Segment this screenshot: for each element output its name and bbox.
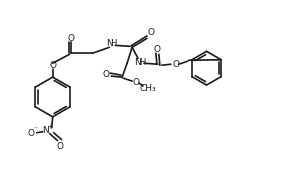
Text: N: N xyxy=(106,39,113,48)
Text: H: H xyxy=(110,39,116,48)
Text: O: O xyxy=(49,61,56,70)
Text: O: O xyxy=(103,70,110,79)
Text: CH₃: CH₃ xyxy=(140,84,156,92)
Text: ⁻: ⁻ xyxy=(34,124,38,133)
Text: N: N xyxy=(42,126,49,135)
Text: O: O xyxy=(67,34,74,43)
Text: H: H xyxy=(139,58,145,67)
Text: O: O xyxy=(56,142,63,151)
Text: O: O xyxy=(172,60,179,69)
Text: O: O xyxy=(153,45,160,54)
Text: N: N xyxy=(134,58,140,67)
Text: O: O xyxy=(133,78,139,87)
Text: +: + xyxy=(47,124,53,130)
Text: O: O xyxy=(27,129,34,138)
Text: O: O xyxy=(147,28,154,37)
